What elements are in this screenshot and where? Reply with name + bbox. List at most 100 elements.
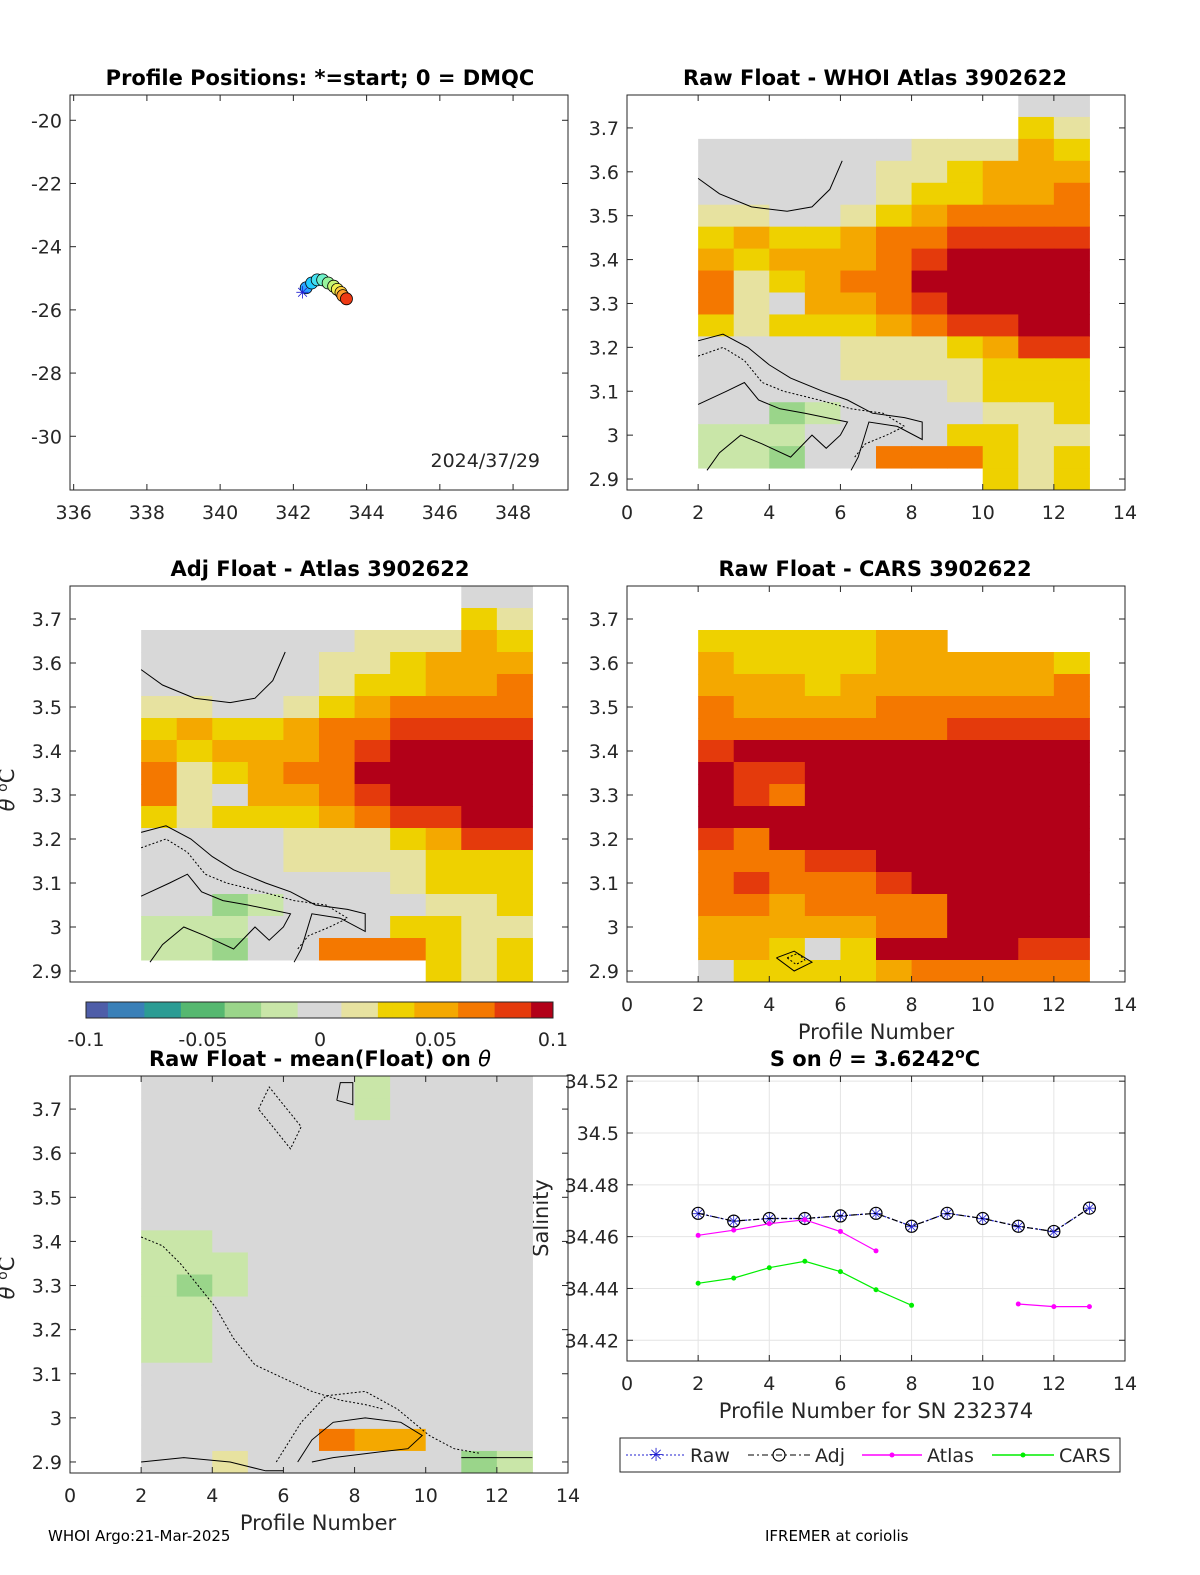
heatmap-cell	[425, 1098, 462, 1121]
heatmap-cell	[319, 696, 356, 719]
heatmap-cell	[1053, 116, 1090, 140]
heatmap-cell	[141, 652, 178, 675]
heatmap-cell	[354, 828, 391, 851]
heatmap-cell	[496, 894, 533, 917]
heatmap-cell	[496, 1428, 533, 1452]
heatmap-cell	[840, 248, 877, 272]
heatmap-cell	[947, 916, 984, 939]
heatmap-cell	[354, 784, 391, 807]
heatmap-cell	[176, 1098, 213, 1121]
heatmap-cell	[425, 740, 462, 763]
heatmap-cell	[733, 424, 770, 447]
adj-ytick-label: 3.3	[32, 785, 62, 807]
heatmap-cell	[176, 1318, 213, 1342]
heatmap-cell	[212, 828, 249, 851]
heatmap-cell	[733, 226, 770, 250]
contour-line	[297, 1417, 424, 1463]
heatmap-cell	[982, 674, 1019, 697]
heatmap-cell	[283, 1318, 320, 1342]
heatmap-cell	[425, 1384, 462, 1408]
heatmap-cell	[982, 336, 1019, 359]
heatmap-cell	[698, 916, 735, 939]
heatmap-cell	[461, 1098, 498, 1121]
adj-ytick-label: 3.1	[32, 873, 62, 895]
heatmap-cell	[176, 894, 213, 917]
heatmap-cell	[496, 850, 533, 873]
heatmap-cell	[947, 292, 984, 315]
heatmap-cell	[319, 872, 356, 895]
heatmap-cell	[911, 248, 948, 272]
heatmap-cell	[283, 1406, 320, 1430]
heatmap-cell	[982, 850, 1019, 873]
heatmap-cell	[1053, 314, 1090, 337]
heatmap-cell	[319, 1076, 356, 1099]
heatmap-cell	[247, 1406, 284, 1430]
heatmap-cell	[982, 762, 1019, 785]
heatmap-cell	[1053, 960, 1090, 983]
heatmap-cell	[840, 872, 877, 895]
heatmap-cell	[947, 652, 984, 675]
heatmap-cell	[840, 204, 877, 228]
colorbar-segment	[348, 1002, 357, 1018]
heatmap-cell	[698, 872, 735, 895]
heatmap-cell	[698, 938, 735, 961]
heatmap-cell	[319, 1230, 356, 1253]
heatmap-cell	[1053, 894, 1090, 917]
heatmap-cell	[496, 806, 533, 829]
heatmap-cell	[247, 718, 284, 741]
colorbar-segment	[516, 1002, 525, 1018]
heatmap-cell	[212, 872, 249, 895]
heatmap-cell	[804, 182, 841, 206]
heatmap-cell	[212, 1142, 249, 1165]
heatmap-cell	[390, 1164, 427, 1187]
heatmap-cell	[1018, 380, 1055, 403]
heatmap-cell	[354, 696, 391, 719]
heatmap-cell	[698, 674, 735, 697]
heatmap-cell	[982, 182, 1019, 206]
heatmap-cell	[769, 380, 806, 403]
heatmap-cell	[1018, 938, 1055, 961]
heatmap-cell	[425, 762, 462, 785]
heatmap-cell	[212, 784, 249, 807]
colorbar-segment	[501, 1002, 510, 1018]
heatmap-cell	[911, 696, 948, 719]
heatmap-cell	[425, 1252, 462, 1275]
heatmap-cell	[947, 850, 984, 873]
heatmap-cell	[804, 718, 841, 741]
heatmap-cell	[283, 850, 320, 873]
heatmap-cell	[1053, 784, 1090, 807]
heatmap-cell	[911, 740, 948, 763]
heatmap-cell	[1053, 138, 1090, 162]
heatmap-cell	[911, 380, 948, 403]
heatmap-cell	[247, 894, 284, 917]
colorbar-segment	[326, 1002, 335, 1018]
heatmap-cell	[947, 762, 984, 785]
heatmap-cell	[698, 138, 735, 162]
sal-xtick-label: 4	[763, 1373, 775, 1395]
sal-point-atlas	[695, 1232, 701, 1238]
contour-line	[140, 825, 366, 963]
heatmap-cell	[496, 784, 533, 807]
heatmap-cell	[733, 916, 770, 939]
colorbar-segment	[341, 1002, 350, 1018]
heatmap-cell	[804, 784, 841, 807]
heatmap-cell	[319, 1340, 356, 1364]
heatmap-cell	[390, 674, 427, 697]
heatmap-cell	[698, 248, 735, 272]
heatmap-cell	[947, 674, 984, 697]
heatmap-cell	[212, 1274, 249, 1298]
heatmap-cell	[461, 1296, 498, 1320]
colorbar-segment	[137, 1002, 145, 1018]
heatmap-cell	[354, 1384, 391, 1408]
mean-ytick-label: 3.1	[32, 1364, 62, 1386]
heatmap-cell	[769, 336, 806, 359]
heatmap-cell	[733, 292, 770, 315]
heatmap-cell	[461, 850, 498, 873]
heatmap-cell	[283, 740, 320, 763]
contour-line	[258, 1086, 302, 1150]
heatmap-cell	[461, 1340, 498, 1364]
heatmap-cell	[496, 762, 533, 785]
heatmap-cell	[425, 1208, 462, 1231]
heatmap-cell	[283, 1142, 320, 1165]
heatmap-cell	[982, 806, 1019, 829]
